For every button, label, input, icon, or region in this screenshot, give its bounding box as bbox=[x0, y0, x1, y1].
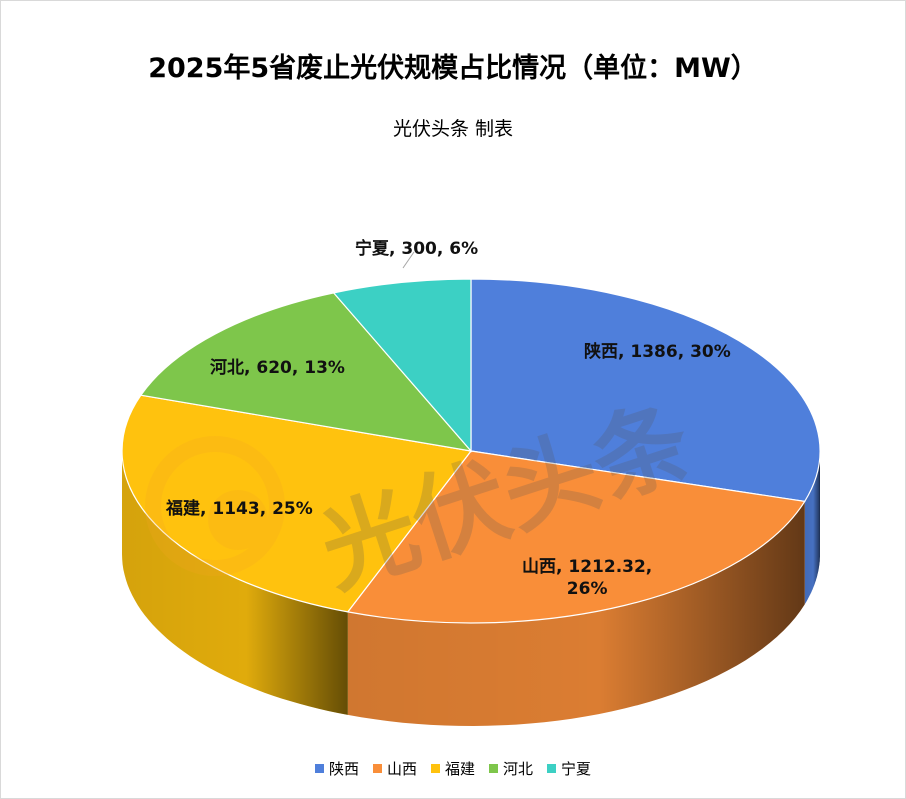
data-label-ningxia: 宁夏, 300, 6% bbox=[355, 239, 479, 259]
leader-line-ningxia bbox=[402, 251, 415, 269]
data-label-shanxi-line2: 26% bbox=[566, 579, 608, 599]
chart-title: 2025年5省废止光伏规模占比情况（单位：MW） bbox=[148, 53, 758, 84]
legend-swatch-hebei bbox=[489, 764, 498, 773]
pie-slice-shanxi bbox=[346, 450, 806, 624]
legend-item-ningxia: 宁夏 bbox=[547, 758, 591, 779]
legend-label-shaanxi: 陕西 bbox=[328, 760, 359, 778]
legend-label-shanxi: 山西 bbox=[386, 760, 417, 778]
pie-slice-hebei bbox=[139, 292, 473, 452]
pie-slice-shaanxi bbox=[470, 278, 821, 503]
data-label-shanxi: 山西, 1212.32, 26% bbox=[522, 556, 652, 600]
pie-slice-fujian bbox=[121, 394, 473, 613]
legend-item-shaanxi: 陕西 bbox=[314, 758, 359, 779]
legend-swatch-fujian bbox=[430, 764, 440, 773]
data-label-shanxi-line1: 山西, 1212.32, bbox=[522, 557, 653, 577]
legend-item-fujian: 福建 bbox=[430, 758, 475, 779]
legend-label-fujian: 福建 bbox=[444, 760, 475, 778]
legend-item-shanxi: 山西 bbox=[372, 758, 417, 779]
chart-subtitle: 光伏头条 制表 bbox=[392, 118, 514, 140]
data-label-shaanxi: 陕西, 1386, 30% bbox=[584, 342, 731, 362]
legend-label-ningxia: 宁夏 bbox=[561, 760, 592, 778]
legend-label-hebei: 河北 bbox=[503, 760, 534, 778]
data-label-hebei: 河北, 620, 13% bbox=[210, 358, 345, 378]
watermark-logo-dot bbox=[208, 490, 268, 550]
pie-side-shade-shanxi bbox=[347, 501, 805, 726]
legend-swatch-shanxi bbox=[372, 764, 382, 773]
legend: 陕西 山西 福建 河北 宁夏 bbox=[0, 758, 906, 779]
legend-swatch-ningxia bbox=[547, 764, 557, 773]
pie-slice-ningxia bbox=[332, 278, 472, 453]
data-label-fujian: 福建, 1143, 25% bbox=[166, 499, 313, 519]
pie-side-shade-fujian bbox=[122, 451, 348, 715]
legend-item-hebei: 河北 bbox=[489, 758, 533, 779]
legend-swatch-shaanxi bbox=[314, 764, 324, 773]
pie-side-shade-shaanxi bbox=[804, 451, 820, 605]
watermark-logo-icon bbox=[145, 436, 285, 576]
